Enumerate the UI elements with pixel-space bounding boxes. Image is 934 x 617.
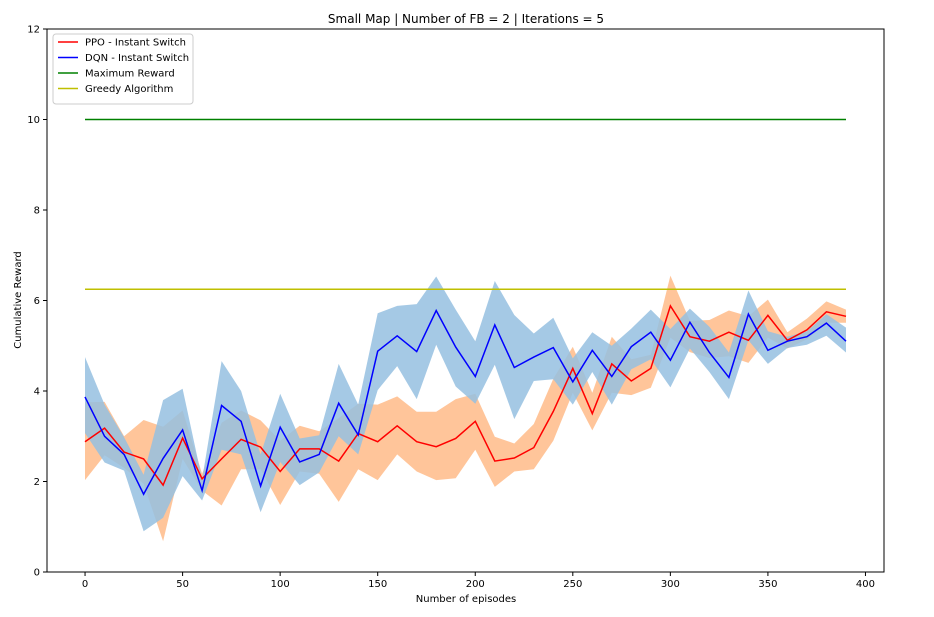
x-tick-label: 350 <box>758 579 777 590</box>
x-tick-label: 300 <box>661 579 680 590</box>
x-tick-label: 50 <box>176 579 189 590</box>
y-tick-label: 4 <box>34 387 40 398</box>
legend-box <box>52 33 194 105</box>
y-tick-label: 0 <box>34 568 40 579</box>
x-tick-label: 100 <box>271 579 290 590</box>
y-axis-ticks: 0 2 4 6 8 10 12 <box>27 25 47 579</box>
x-axis-ticks: 0 50 100 150 200 250 300 350 400 <box>82 572 875 590</box>
chart-title: Small Map | Number of FB = 2 | Iteration… <box>328 12 604 26</box>
legend-label-2: Maximum Reward <box>85 69 175 80</box>
series-line-0 <box>84 304 847 487</box>
legend-label-1: DQN - Instant Switch <box>85 53 189 64</box>
y-tick-label: 2 <box>34 477 40 488</box>
y-tick-label: 10 <box>27 115 40 126</box>
legend: PPO - Instant Switch DQN - Instant Switch… <box>52 33 194 105</box>
y-tick-label: 8 <box>34 206 40 217</box>
x-tick-label: 250 <box>563 579 582 590</box>
y-tick-label: 6 <box>34 296 40 307</box>
x-axis-label: Number of episodes <box>416 594 516 605</box>
x-tick-label: 400 <box>856 579 875 590</box>
series-line-1 <box>84 308 847 496</box>
x-tick-label: 200 <box>466 579 485 590</box>
y-tick-label: 12 <box>27 25 40 36</box>
legend-label-3: Greedy Algorithm <box>85 84 173 95</box>
x-tick-label: 0 <box>82 579 88 590</box>
y-axis-label: Cumulative Reward <box>13 251 24 349</box>
legend-label-0: PPO - Instant Switch <box>85 38 186 49</box>
series-lines <box>84 118 847 496</box>
x-tick-label: 150 <box>368 579 387 590</box>
